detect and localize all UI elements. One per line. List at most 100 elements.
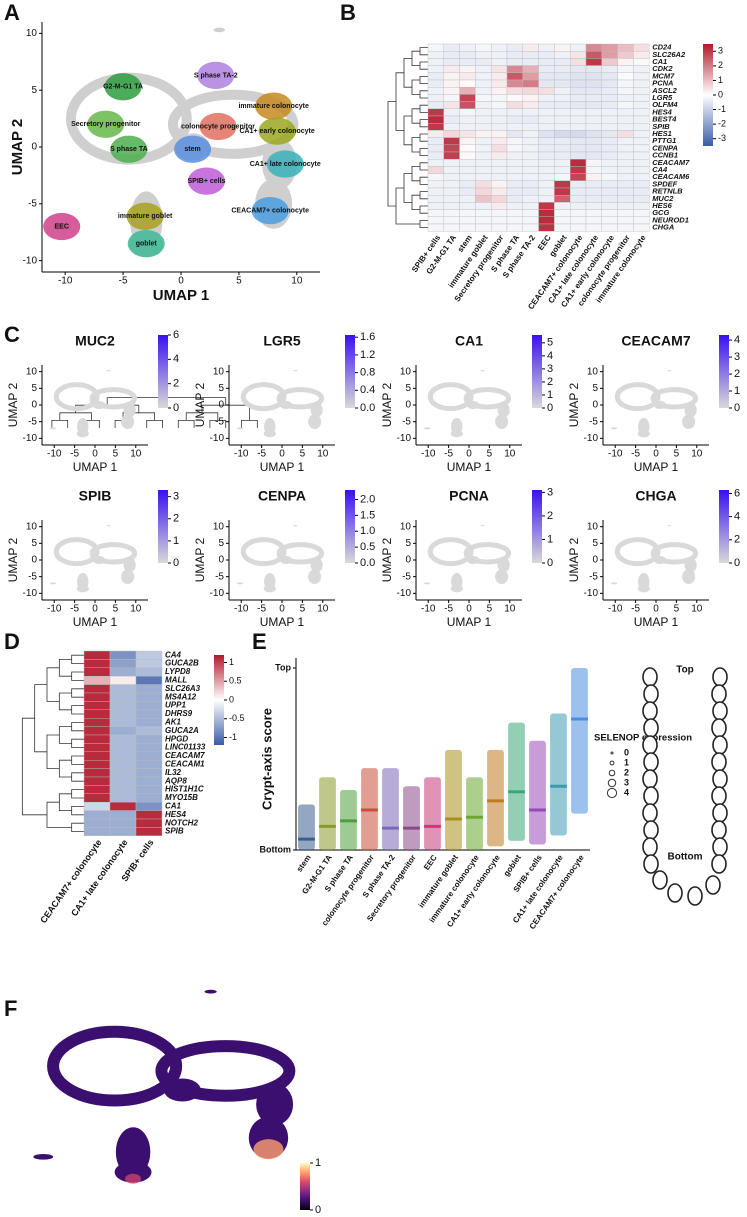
heat-cell bbox=[83, 667, 111, 677]
y-tick-label: -5 bbox=[402, 416, 411, 427]
heat-cell bbox=[443, 158, 460, 167]
y-axis-title: UMAP 2 bbox=[193, 382, 207, 427]
embedding-shape bbox=[293, 525, 298, 527]
colorbar-label: 1 bbox=[173, 535, 179, 547]
row-label: RETNLB bbox=[652, 187, 683, 196]
heat-cell bbox=[538, 209, 555, 218]
heat-cell bbox=[475, 173, 492, 182]
heat-cell bbox=[443, 173, 460, 182]
heat-cell bbox=[617, 209, 634, 218]
heat-cell bbox=[427, 65, 445, 73]
heat-cell bbox=[83, 793, 111, 803]
y-tick-label: 10 bbox=[26, 28, 38, 39]
heat-cell bbox=[491, 51, 508, 59]
heat-cell bbox=[427, 79, 445, 88]
x-tick-label: 0 bbox=[653, 604, 659, 615]
heat-cell bbox=[570, 65, 587, 73]
cluster-label: colonocyte progenitor bbox=[181, 123, 255, 130]
y-tick-label: 10 bbox=[587, 521, 599, 532]
colorbar-label: 3 bbox=[547, 486, 553, 498]
heat-cell bbox=[475, 94, 492, 102]
y-tick-label: 0 bbox=[405, 400, 411, 411]
row-label: SPIB bbox=[165, 827, 184, 836]
embedding-shape bbox=[450, 585, 463, 593]
x-tick-label: -10 bbox=[58, 276, 73, 287]
heat-cell bbox=[135, 701, 163, 711]
feature-title: PCNA bbox=[449, 488, 489, 504]
embedding-shape bbox=[480, 370, 485, 372]
y-tick-label: -5 bbox=[589, 571, 598, 582]
heat-cell bbox=[617, 173, 634, 182]
crypt-cell bbox=[643, 718, 659, 738]
legend-title: SELENOP expression bbox=[594, 733, 692, 744]
x-tick-label: 0 bbox=[279, 604, 285, 615]
row-label: UPP1 bbox=[165, 701, 186, 710]
y-tick-label: -10 bbox=[210, 588, 225, 599]
heat-cell bbox=[459, 65, 476, 73]
heat-cell bbox=[522, 194, 539, 203]
heat-cell bbox=[459, 51, 476, 59]
heat-cell bbox=[585, 187, 603, 196]
heat-cell bbox=[601, 166, 618, 174]
colorbar-label: 4 bbox=[547, 350, 553, 362]
x-tick-label: 0 bbox=[279, 449, 285, 460]
heat-cell bbox=[491, 209, 508, 218]
embedding-shape bbox=[204, 989, 217, 994]
heat-cell bbox=[459, 72, 476, 81]
crypt-cell bbox=[642, 803, 658, 823]
heat-cell bbox=[459, 173, 476, 182]
y-tick-label: 0 bbox=[592, 400, 598, 411]
heat-cell bbox=[135, 650, 163, 660]
colorbar-label: 0 bbox=[173, 557, 179, 569]
x-tick-label: -5 bbox=[444, 449, 453, 460]
crypt-cell bbox=[711, 718, 727, 738]
embedding-shape bbox=[33, 1153, 54, 1160]
heat-cell bbox=[427, 115, 445, 124]
heat-cell bbox=[475, 51, 492, 59]
crypt-cell bbox=[642, 735, 658, 755]
row-label: CDK2 bbox=[652, 64, 673, 73]
heat-cell bbox=[554, 223, 571, 232]
heat-cell bbox=[491, 130, 508, 138]
row-label: NOTCH2 bbox=[165, 818, 198, 827]
strip-range bbox=[298, 804, 315, 850]
x-tick-label: -10 bbox=[234, 604, 249, 615]
x-tick-label: 0 bbox=[92, 604, 98, 615]
y-axis-title: UMAP 2 bbox=[380, 537, 394, 582]
heat-cell bbox=[506, 58, 524, 66]
crypt-cell bbox=[667, 883, 683, 903]
colorbar bbox=[345, 490, 355, 563]
embedding-shape bbox=[650, 542, 699, 565]
heat-cell bbox=[135, 684, 163, 694]
heat-cell bbox=[570, 115, 587, 124]
embedding-shape bbox=[610, 582, 618, 585]
heat-cell bbox=[459, 137, 476, 146]
embedding-shape bbox=[89, 542, 138, 565]
heat-cell bbox=[617, 58, 634, 66]
heat-cell bbox=[109, 709, 137, 719]
heat-cell bbox=[135, 743, 163, 753]
heat-cell bbox=[554, 130, 571, 138]
heat-cell bbox=[554, 158, 571, 167]
heat-cell bbox=[570, 58, 587, 66]
heat-cell bbox=[601, 158, 618, 167]
heat-cell bbox=[554, 166, 571, 174]
colorbar-label: -1 bbox=[229, 732, 237, 742]
heat-cell bbox=[601, 65, 618, 73]
y-tick-label: 5 bbox=[592, 538, 598, 549]
colorbar-label: 1 bbox=[547, 533, 553, 545]
embedding-shape bbox=[427, 382, 474, 412]
heat-cell bbox=[83, 827, 111, 837]
panel-label: D bbox=[4, 629, 20, 654]
heat-cell bbox=[427, 209, 445, 218]
embedding-shape bbox=[637, 585, 650, 593]
row-label: PTTG1 bbox=[652, 136, 676, 145]
y-tick-label: Bottom bbox=[260, 844, 292, 854]
x-tick-label: -10 bbox=[47, 449, 62, 460]
heat-cell bbox=[522, 65, 539, 73]
y-tick-label: -5 bbox=[215, 571, 224, 582]
heat-cell bbox=[617, 115, 634, 124]
heat-cell bbox=[554, 43, 571, 52]
heat-cell bbox=[570, 151, 587, 160]
x-tick-label: 10 bbox=[504, 449, 516, 460]
